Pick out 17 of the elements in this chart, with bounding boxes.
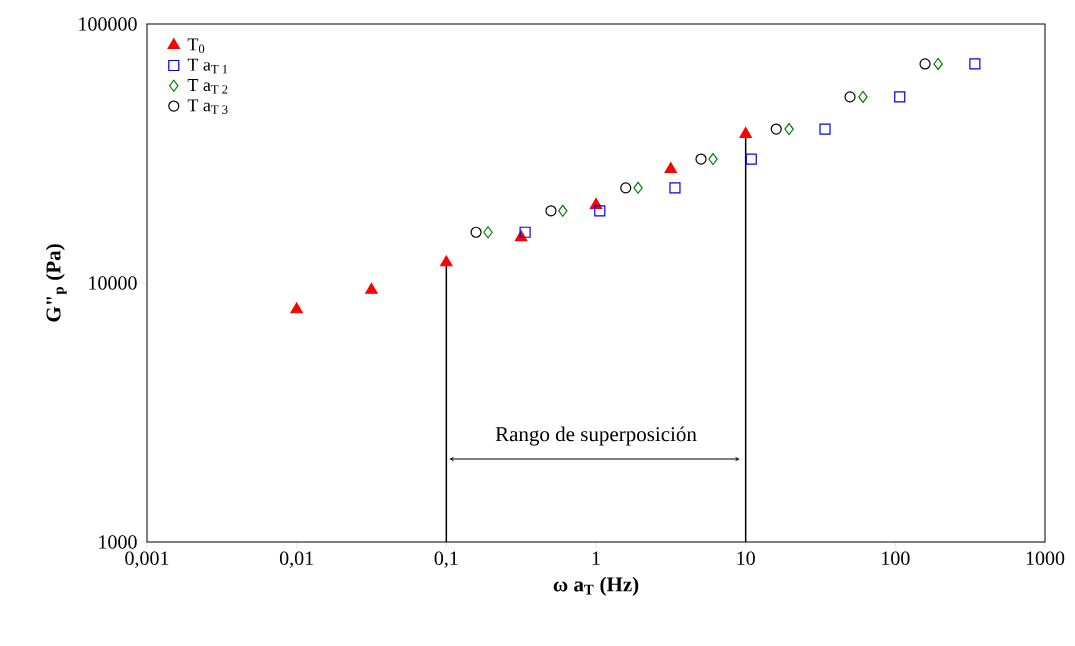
x-tick-label: 1 <box>592 551 600 565</box>
x-tick-label: 0,001 <box>125 551 169 568</box>
x-tick-label: 0,1 <box>434 551 458 568</box>
legend-label: T a$_{T 1}$ <box>187 58 228 74</box>
y-tick-label: 100000 <box>79 17 137 31</box>
x-tick-label: 1000 <box>1026 551 1065 566</box>
legend-label: T a$_{T 2}$ <box>187 79 228 94</box>
y-tick-label: 1000 <box>99 535 137 549</box>
legend-label: T$_{0}$ <box>187 38 205 54</box>
annotation: Rango de superposición <box>495 426 697 446</box>
y-tick-label: 10000 <box>89 276 137 290</box>
legend-label: T a$_{T 3}$ <box>187 99 228 114</box>
x-axis-title: ω a$_{T}$ (Hz) <box>553 576 639 596</box>
x-tick-label: 100 <box>882 551 910 566</box>
x-tick-label: 0,01 <box>279 551 313 568</box>
y-axis-title: G"$_{p}$ (Pa) <box>45 244 67 322</box>
x-tick-label: 10 <box>737 551 755 566</box>
